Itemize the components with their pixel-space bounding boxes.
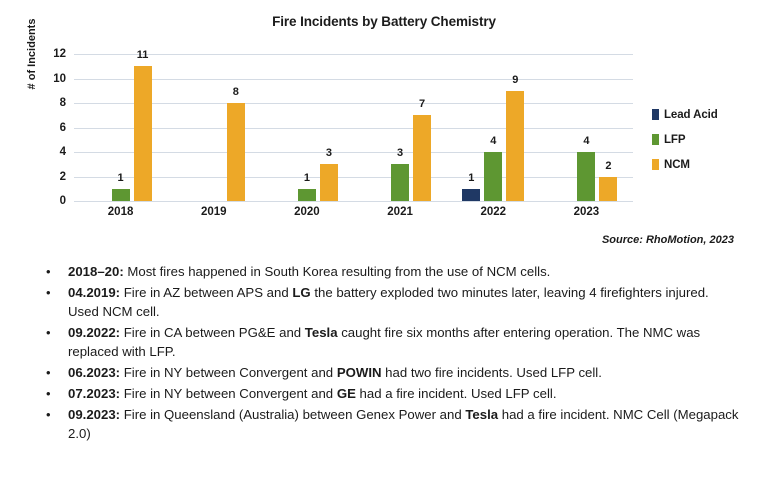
note-item: • 2018–20: Most fires happened in South K… xyxy=(40,262,740,281)
bar-value-label: 4 xyxy=(490,135,497,147)
x-axis-tick-2023: 2023 xyxy=(573,206,600,218)
y-axis-tick-labels: 12 10 8 6 4 2 0 xyxy=(22,48,66,207)
bar-value-label: 1 xyxy=(303,171,310,184)
y-axis-tick: 4 xyxy=(59,146,66,158)
bar-value-label: 9 xyxy=(512,73,519,86)
gridline xyxy=(74,152,633,153)
note-text: 09.2023: Fire in Queensland (Australia) … xyxy=(68,407,739,441)
x-axis-tick-2018: 2018 xyxy=(107,206,134,218)
bar-ncm-2021[interactable] xyxy=(413,115,432,201)
bar-lfp-2022[interactable] xyxy=(484,152,503,201)
bar-value-label: 2 xyxy=(605,159,612,172)
bar-value-label: 11 xyxy=(136,49,149,62)
bar-lfp-2023[interactable] xyxy=(577,152,596,201)
bar-value-label: 4 xyxy=(583,135,590,147)
plot-area: 1 11 8 1 3 3 7 1 4 9 4 2 xyxy=(74,49,633,202)
note-date-label: 06.2023: xyxy=(68,365,121,380)
bullet-icon: • xyxy=(46,407,51,422)
x-axis-tick-labels: 2018 2019 2020 2021 2022 2023 xyxy=(74,206,633,224)
legend-label: NCM xyxy=(664,158,690,171)
bar-value-label: 7 xyxy=(419,98,426,111)
bar-value-label: 3 xyxy=(325,147,332,160)
chart-title: Fire Incidents by Battery Chemistry xyxy=(272,14,496,29)
bullet-icon: • xyxy=(46,325,51,340)
bar-value-label: 8 xyxy=(232,86,239,98)
bar-value-label: 1 xyxy=(117,171,124,184)
note-text: 2018–20: Most fires happened in South Ko… xyxy=(68,264,551,279)
bar-lead-acid-2022[interactable] xyxy=(462,188,481,201)
note-text: 09.2022: Fire in CA between PG&E and Tes… xyxy=(68,325,701,359)
note-date-label: 09.2022: xyxy=(68,325,121,340)
bullet-icon: • xyxy=(46,285,51,300)
bar-ncm-2022[interactable] xyxy=(506,90,525,201)
bar-lfp-2018[interactable] xyxy=(111,188,130,201)
bar-value-label: 3 xyxy=(397,147,404,160)
fire-incidents-chart: Fire Incidents by Battery Chemistry # of… xyxy=(22,14,762,246)
chart-legend: Lead Acid LFP NCM xyxy=(652,102,762,177)
bullet-icon: • xyxy=(46,386,51,401)
bar-ncm-2023[interactable] xyxy=(599,176,618,201)
bullet-icon: • xyxy=(46,365,51,380)
legend-swatch-icon xyxy=(652,134,659,145)
gridline xyxy=(74,103,633,104)
gridline xyxy=(74,54,633,55)
bar-ncm-2020[interactable] xyxy=(319,164,338,201)
note-date-label: 07.2023: xyxy=(68,386,121,401)
bullet-icon: • xyxy=(46,264,51,279)
chart-source-note: Source: RhoMotion, 2023 xyxy=(601,234,734,246)
gridline xyxy=(74,176,633,178)
gridline xyxy=(74,201,633,202)
incident-notes-list: • 2018–20: Most fires happened in South K… xyxy=(40,262,740,445)
bar-ncm-2019[interactable] xyxy=(226,103,245,201)
note-text: 04.2019: Fire in AZ between APS and LG t… xyxy=(68,285,709,319)
y-axis-tick: 0 xyxy=(59,195,66,207)
note-item: • 09.2023: Fire in Queensland (Australia)… xyxy=(40,405,740,443)
note-item: • 09.2022: Fire in CA between PG&E and Te… xyxy=(40,323,740,361)
bar-ncm-2018[interactable] xyxy=(133,66,152,201)
legend-label: LFP xyxy=(664,133,686,146)
note-text: 07.2023: Fire in NY between Convergent a… xyxy=(68,386,557,401)
bar-value-label: 1 xyxy=(468,171,475,184)
note-item: • 04.2019: Fire in AZ between APS and LG … xyxy=(40,283,740,321)
bar-lfp-2020[interactable] xyxy=(297,188,316,201)
legend-item-ncm[interactable]: NCM xyxy=(652,152,762,177)
note-text: 06.2023: Fire in NY between Convergent a… xyxy=(68,365,602,380)
y-axis-tick: 8 xyxy=(59,97,66,109)
bar-lfp-2021[interactable] xyxy=(391,164,410,201)
legend-item-lead-acid[interactable]: Lead Acid xyxy=(652,102,762,127)
legend-item-lfp[interactable]: LFP xyxy=(652,127,762,152)
note-item: • 06.2023: Fire in NY between Convergent … xyxy=(40,363,740,382)
note-date-label: 09.2023: xyxy=(68,407,121,422)
x-axis-tick-2019: 2019 xyxy=(200,206,227,218)
y-axis-tick: 6 xyxy=(59,121,66,134)
note-date-label: 04.2019: xyxy=(68,285,121,300)
x-axis-tick-2021: 2021 xyxy=(387,206,413,218)
gridline xyxy=(74,78,633,80)
y-axis-tick: 10 xyxy=(53,72,66,85)
y-axis-tick: 2 xyxy=(59,170,66,183)
legend-label: Lead Acid xyxy=(664,108,718,121)
x-axis-tick-2022: 2022 xyxy=(480,206,507,218)
note-item: • 07.2023: Fire in NY between Convergent … xyxy=(40,384,740,403)
x-axis-tick-2020: 2020 xyxy=(294,206,320,218)
gridline xyxy=(74,127,633,129)
legend-swatch-icon xyxy=(652,109,659,120)
y-axis-tick: 12 xyxy=(53,48,66,60)
legend-swatch-icon xyxy=(652,159,659,170)
note-date-label: 2018–20: xyxy=(68,264,124,279)
